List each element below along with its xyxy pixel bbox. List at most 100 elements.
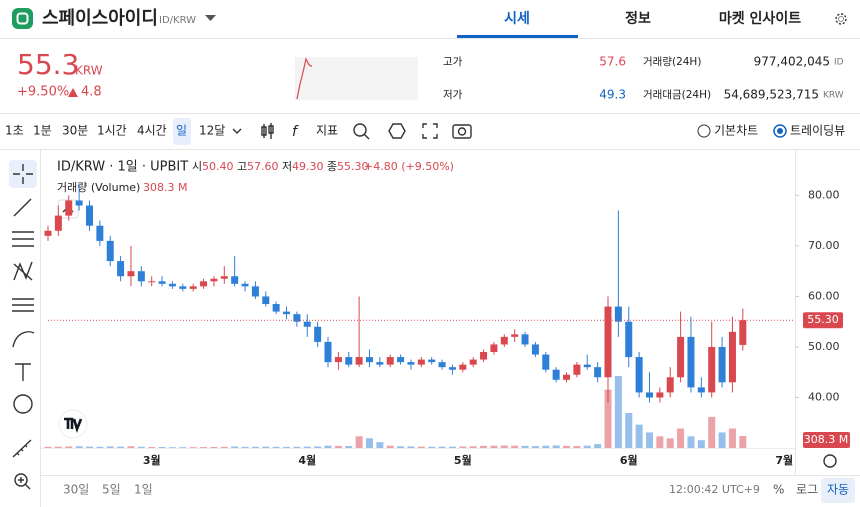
fullscreen-icon[interactable] — [422, 123, 438, 139]
candle-body — [480, 352, 488, 360]
volume-bar — [459, 446, 467, 448]
candle-body — [324, 341, 332, 363]
interval[interactable]: 1시간 — [97, 124, 127, 138]
volume-bar — [293, 446, 301, 448]
change-rate: +9.50% — [17, 85, 69, 100]
radio[interactable] — [773, 124, 787, 138]
interval[interactable]: 1초 — [5, 124, 24, 138]
compare-icon[interactable] — [353, 123, 367, 137]
candle-body — [708, 346, 716, 393]
volume-bar — [44, 446, 52, 448]
y-tick-label: 80.00 — [808, 188, 840, 201]
ohlc-key: 고 — [237, 160, 247, 173]
candle-body — [210, 278, 218, 282]
tab[interactable]: 시세 — [504, 11, 530, 27]
candle-body — [511, 334, 519, 337]
stat-label: 거래량(24H) — [643, 56, 701, 68]
volume-bar — [708, 416, 716, 448]
x-tick-label: 4월 — [298, 453, 316, 467]
candle-body — [262, 296, 270, 305]
volume-bar — [303, 446, 311, 448]
projection-tool[interactable] — [12, 298, 34, 312]
cross-tool[interactable] — [13, 164, 33, 184]
candle-body — [490, 344, 498, 353]
ohlc-key: 시 — [192, 160, 202, 173]
alert-icon[interactable] — [388, 123, 406, 139]
price: 55.3 — [17, 48, 79, 81]
volume-bar — [272, 446, 280, 448]
axis-settings[interactable] — [823, 454, 837, 468]
volume-bar — [480, 445, 488, 448]
interval[interactable]: 일 — [176, 124, 187, 138]
candle-body — [583, 364, 591, 368]
candle-body — [718, 346, 726, 383]
zoom-tool[interactable] — [14, 473, 28, 487]
camera-icon[interactable] — [452, 124, 472, 139]
indicator[interactable]: 지표 — [316, 124, 338, 138]
range[interactable]: 5일 — [102, 483, 121, 497]
candle-body — [666, 377, 674, 393]
volume-bar — [189, 447, 197, 448]
candle-body — [127, 271, 135, 277]
candle-icon[interactable] — [261, 123, 274, 139]
brush-tool[interactable] — [12, 331, 35, 348]
volume-bar — [656, 436, 664, 448]
emoji-tool[interactable] — [13, 394, 33, 414]
volume-bar — [500, 445, 508, 448]
range[interactable]: 1일 — [134, 483, 153, 497]
volume-bar — [521, 445, 529, 448]
dropdown[interactable] — [205, 15, 216, 21]
view-option[interactable]: 기본차트 — [714, 124, 758, 138]
interval[interactable]: 4시간 — [137, 124, 167, 138]
fib-tool[interactable] — [12, 231, 34, 247]
chevron[interactable] — [232, 128, 242, 134]
ohlc-value: 50.40 — [202, 160, 234, 173]
volume-bar — [355, 436, 363, 448]
text-tool[interactable] — [15, 363, 31, 381]
volume-bar — [365, 438, 373, 448]
line-tool[interactable] — [13, 198, 32, 217]
volume-bar — [594, 444, 602, 448]
volume-bar — [604, 389, 612, 448]
candle-body — [687, 336, 695, 388]
candle-body — [54, 215, 62, 231]
scale-option[interactable]: 자동 — [827, 483, 849, 497]
fx-icon[interactable]: f — [292, 124, 299, 140]
candle-body — [179, 286, 187, 289]
volume-bar — [262, 446, 270, 448]
volume-bar — [697, 440, 705, 448]
interval[interactable]: 1분 — [33, 124, 52, 138]
volume-bar — [148, 447, 156, 448]
candle-body — [459, 364, 467, 370]
stat-value: 57.6 — [599, 55, 626, 69]
settings-icon[interactable] — [835, 13, 847, 25]
candle-body — [417, 359, 425, 365]
ruler-tool[interactable] — [12, 439, 32, 458]
interval[interactable]: 12달 — [199, 124, 225, 138]
volume-bar — [666, 438, 674, 448]
view-option[interactable]: 트레이딩뷰 — [790, 124, 845, 138]
scale-option[interactable]: 로그 — [796, 483, 818, 497]
candle-body — [241, 283, 249, 287]
stat-value: 54,689,523,715 — [724, 88, 819, 102]
volume-bar — [448, 446, 456, 448]
tab[interactable]: 정보 — [625, 10, 651, 27]
scale-option[interactable]: % — [773, 483, 784, 497]
volume-bar — [407, 446, 415, 448]
ohlc-value: 49.30 — [292, 160, 324, 173]
camera-lens — [457, 127, 467, 136]
radio[interactable] — [697, 124, 711, 138]
logo — [12, 8, 33, 29]
volume-bar — [117, 446, 125, 448]
volume-bar — [179, 447, 187, 448]
candle-body — [220, 276, 228, 279]
candle-body — [314, 326, 322, 342]
interval[interactable]: 30분 — [62, 124, 88, 138]
pattern-tool[interactable] — [13, 261, 33, 281]
tab[interactable]: 마켓 인사이트 — [719, 10, 801, 27]
candle-body — [614, 306, 622, 322]
range[interactable]: 30일 — [63, 483, 89, 497]
candle-body — [604, 306, 612, 378]
pair[interactable]: ID/KRW — [159, 15, 196, 26]
